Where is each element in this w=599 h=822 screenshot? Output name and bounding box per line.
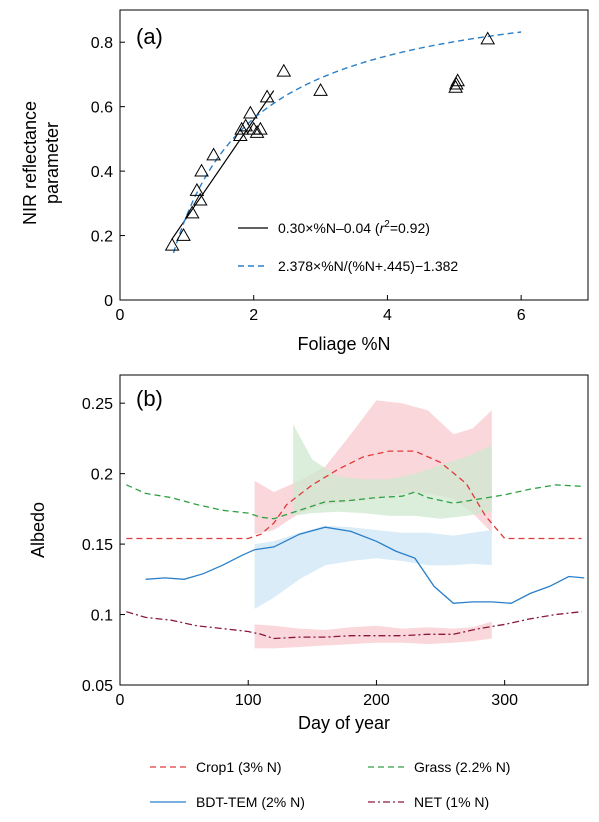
data-point-triangle bbox=[192, 192, 208, 206]
series-line bbox=[126, 484, 582, 520]
plot-frame bbox=[119, 374, 589, 686]
x-axis-label: Day of year bbox=[298, 713, 390, 733]
legend-label: BDT-TEM (2% N) bbox=[196, 794, 305, 810]
data-point-triangle bbox=[253, 121, 268, 135]
y-tick-label: 0.8 bbox=[91, 35, 113, 52]
x-tick-label: 4 bbox=[383, 307, 392, 324]
y-tick-label: 0.2 bbox=[91, 229, 113, 246]
panel-label: (b) bbox=[136, 386, 163, 411]
y-axis-label: NIR reflectance bbox=[20, 101, 40, 225]
legend-label: Crop1 (3% N) bbox=[196, 759, 282, 775]
data-point-triangle bbox=[164, 237, 180, 251]
x-tick-label: 100 bbox=[235, 692, 262, 709]
y-tick-label: 0 bbox=[104, 293, 113, 310]
legend-label-curve: 2.378×%N/(%N+.445)−1.382 bbox=[278, 258, 458, 274]
y-tick-label: 0.6 bbox=[91, 100, 113, 117]
legend-label: NET (1% N) bbox=[414, 794, 489, 810]
x-tick-label: 0 bbox=[116, 692, 125, 709]
data-point-triangle bbox=[206, 147, 221, 161]
plot-frame bbox=[119, 9, 589, 301]
data-point-triangle bbox=[313, 83, 328, 96]
series-line bbox=[126, 611, 582, 640]
y-axis-label: Albedo bbox=[28, 502, 48, 558]
legend-b: Crop1 (3% N) Grass (2.2% N) BDT-TEM (2% N)… bbox=[150, 759, 510, 810]
y-tick-label: 0.4 bbox=[91, 164, 113, 181]
data-point-triangle bbox=[194, 163, 209, 177]
data-point-triangle bbox=[176, 228, 191, 241]
panel-label: (a) bbox=[136, 24, 163, 49]
data-point-triangle bbox=[259, 89, 275, 103]
x-tick-label: 200 bbox=[363, 692, 390, 709]
legend-sup: 2 bbox=[384, 219, 390, 230]
saturating-fit-curve bbox=[172, 31, 522, 254]
legend-r: r bbox=[380, 220, 386, 236]
data-point-triangle bbox=[189, 182, 205, 196]
linear-fit-line bbox=[171, 90, 275, 240]
x-tick-label: 6 bbox=[517, 307, 526, 324]
legend-label-linear: 0.30×%N‒0.04 (r2=0.92) bbox=[278, 219, 430, 236]
y-tick-label: 0.2 bbox=[91, 467, 113, 484]
data-point-triangle bbox=[234, 121, 250, 135]
data-point-triangle bbox=[276, 63, 292, 77]
data-point-triangle bbox=[232, 128, 248, 142]
x-tick-label: 0 bbox=[116, 307, 125, 324]
legend-end: =0.92) bbox=[390, 220, 430, 236]
data-point-triangle bbox=[184, 205, 200, 219]
data-point-triangle bbox=[249, 124, 265, 138]
panel-b: 0 100 200 300 0.05 0.1 0.15 0.2 0.25 (b) Day of ye… bbox=[28, 374, 589, 733]
y-tick-label: 0.25 bbox=[82, 396, 113, 413]
y-tick-label: 0.15 bbox=[82, 537, 113, 554]
panel-a: 0 2 4 6 0 0.2 0.4 0.6 0.8 (a) Foliage %N NIR reflec… bbox=[20, 9, 589, 354]
legend-text: 0.30×%N‒0.04 ( bbox=[278, 220, 380, 236]
uncertainty-band bbox=[293, 424, 492, 519]
data-point-triangle bbox=[450, 73, 465, 87]
x-tick-label: 300 bbox=[491, 692, 518, 709]
data-point-triangle bbox=[238, 118, 254, 132]
x-tick-label: 2 bbox=[249, 307, 258, 324]
data-point-triangle bbox=[480, 31, 496, 45]
uncertainty-band bbox=[254, 621, 492, 649]
data-point-triangle bbox=[448, 79, 463, 93]
y-tick-label: 0.1 bbox=[91, 608, 113, 625]
series-line bbox=[145, 526, 585, 604]
x-axis-label: Foliage %N bbox=[297, 334, 390, 354]
y-axis-label: parameter bbox=[42, 122, 62, 204]
uncertainty-band bbox=[254, 525, 492, 609]
legend-label: Grass (2.2% N) bbox=[414, 759, 510, 775]
data-point-triangle bbox=[243, 105, 258, 119]
y-tick-label: 0.05 bbox=[82, 678, 113, 695]
